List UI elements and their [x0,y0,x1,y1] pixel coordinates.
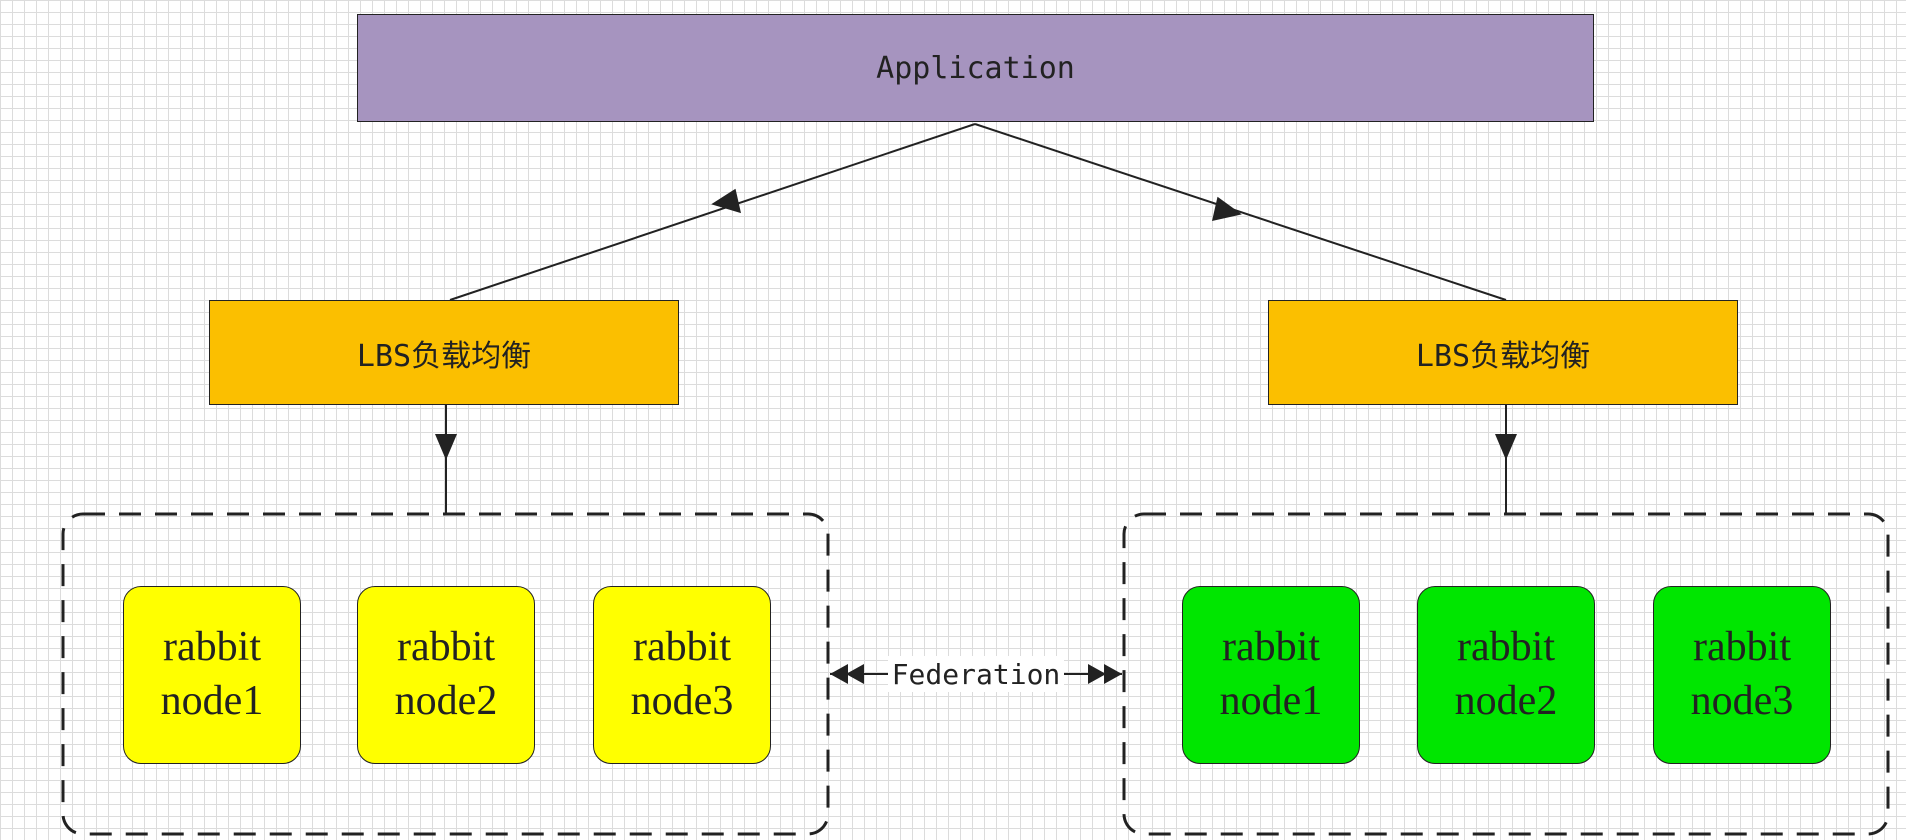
federation-arrowhead-right-inner [1088,664,1106,684]
connector-app-to-lbs-left [450,124,975,300]
load-balancer-left-label: LBS负载均衡 [357,331,531,375]
node-label-line2: node2 [1455,675,1558,729]
node-label-line2: node1 [1220,675,1323,729]
cluster-left-node-1[interactable]: rabbit node1 [123,586,301,764]
node-label-line2: node3 [1691,675,1794,729]
load-balancer-right-label: LBS负载均衡 [1416,331,1590,375]
node-label-line1: rabbit [1222,621,1320,675]
node-label-line1: rabbit [397,621,495,675]
node-label-line1: rabbit [163,621,261,675]
arrowhead-app-to-lbs-right [1213,198,1240,220]
node-label-line2: node2 [395,675,498,729]
cluster-left-node-3[interactable]: rabbit node3 [593,586,771,764]
federation-arrowhead-right-outer [1104,664,1122,684]
connector-app-to-lbs-right [975,124,1506,300]
node-label-line1: rabbit [1457,621,1555,675]
federation-arrowhead-left-outer [830,664,848,684]
cluster-right-node-3[interactable]: rabbit node3 [1653,586,1831,764]
node-label-line1: rabbit [1693,621,1791,675]
cluster-right-node-1[interactable]: rabbit node1 [1182,586,1360,764]
application-label: Application [876,51,1075,86]
arrowhead-lbs-left-to-cluster [435,434,457,460]
arrowhead-lbs-right-to-cluster [1495,434,1517,460]
node-label-line2: node3 [631,675,734,729]
cluster-left-node-2[interactable]: rabbit node2 [357,586,535,764]
federation-label: Federation [888,656,1064,692]
load-balancer-right[interactable]: LBS负载均衡 [1268,300,1738,405]
load-balancer-left[interactable]: LBS负载均衡 [209,300,679,405]
node-label-line2: node1 [161,675,264,729]
node-label-line1: rabbit [633,621,731,675]
arrowhead-app-to-lbs-left [713,190,740,212]
application-box[interactable]: Application [357,14,1594,122]
cluster-right-node-2[interactable]: rabbit node2 [1417,586,1595,764]
federation-arrowhead-left-inner [846,664,864,684]
